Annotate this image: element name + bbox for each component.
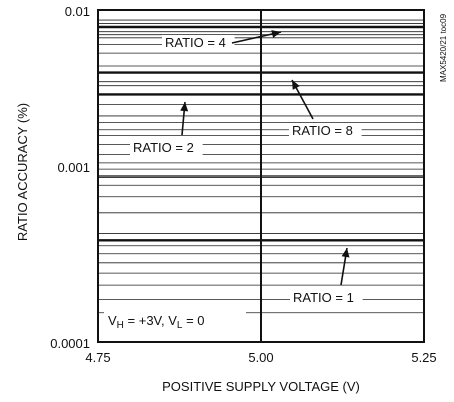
conditions-bg xyxy=(104,310,246,332)
conditions-h-subscript: H xyxy=(117,320,124,331)
annotation-bg-ratio-8 xyxy=(289,123,362,139)
annotation-arrowhead-ratio-8 xyxy=(292,80,300,90)
conditions-l-subscript: L xyxy=(177,320,183,331)
annotation-arrowhead-ratio-1 xyxy=(341,248,350,258)
annotation-ratio-8: RATIO = 8 xyxy=(292,123,353,138)
annotation-arrowhead-ratio-2 xyxy=(180,102,189,112)
y-tick-label-0.0001: 0.0001 xyxy=(50,336,90,351)
x-axis-title: POSITIVE SUPPLY VOLTAGE (V) xyxy=(162,379,360,394)
y-tick-label-0.001: 0.001 xyxy=(57,160,90,175)
annotation-ratio-2: RATIO = 2 xyxy=(133,140,194,155)
y-axis-title: RATIO ACCURACY (%) xyxy=(15,103,30,241)
conditions-l-value: = 0 xyxy=(182,313,204,328)
annotations: RATIO = 4 RATIO = 2 RATIO = 8 RATIO = 1 xyxy=(130,30,363,306)
annotation-arrowhead-ratio-4 xyxy=(271,30,281,38)
y-tick-labels: 0.01 0.001 0.0001 xyxy=(50,4,90,351)
annotation-bg-ratio-1 xyxy=(290,290,363,306)
side-code-label: MAX5420/21 toc09 xyxy=(439,13,448,82)
y-tick-label-0.01: 0.01 xyxy=(65,4,90,19)
annotation-ratio-4: RATIO = 4 xyxy=(165,35,226,50)
annotation-bg-ratio-2 xyxy=(130,140,203,156)
x-tick-labels: 4.75 5.00 5.25 xyxy=(85,350,436,365)
annotation-bg-ratio-4 xyxy=(162,35,235,51)
x-tick-label-5.00: 5.00 xyxy=(248,350,273,365)
conditions-v-h: V xyxy=(108,313,117,328)
annotation-ratio-1: RATIO = 1 xyxy=(293,290,354,305)
conditions-h-value: = +3V, V xyxy=(124,313,177,328)
conditions-label: VH = +3V, VL = 0 xyxy=(108,313,205,331)
x-tick-label-5.25: 5.25 xyxy=(411,350,436,365)
x-tick-label-4.75: 4.75 xyxy=(85,350,110,365)
